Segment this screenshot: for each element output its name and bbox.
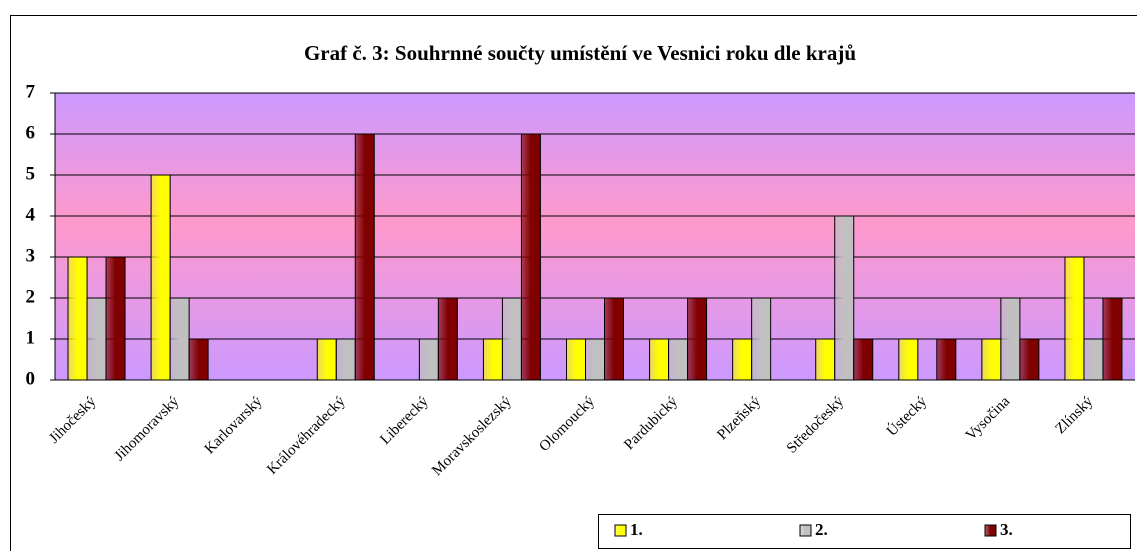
bar xyxy=(668,338,689,381)
bar xyxy=(687,297,708,381)
bar xyxy=(898,338,919,381)
chart-title: Graf č. 3: Souhrnné součty umístění ve V… xyxy=(304,41,856,65)
y-tick-label: 1 xyxy=(26,327,36,348)
legend-label: 3. xyxy=(1000,520,1013,539)
y-tick-label: 4 xyxy=(26,204,36,225)
legend-label: 2. xyxy=(815,520,828,539)
bar xyxy=(1064,256,1085,381)
y-tick-label: 2 xyxy=(26,286,36,307)
bar xyxy=(751,297,772,381)
legend-swatch xyxy=(984,524,997,537)
legend-swatch xyxy=(799,524,812,537)
y-tick-label: 0 xyxy=(26,368,36,389)
bar xyxy=(1000,297,1021,381)
bar xyxy=(732,338,753,381)
bar xyxy=(482,338,503,381)
bar xyxy=(316,338,337,381)
bar xyxy=(169,297,190,381)
bar xyxy=(649,338,670,381)
bar xyxy=(604,297,624,381)
bar xyxy=(1083,338,1104,381)
bar xyxy=(1102,297,1123,381)
y-tick-label: 7 xyxy=(26,81,36,102)
bar xyxy=(105,256,126,381)
bar xyxy=(188,338,209,381)
bar xyxy=(150,174,171,381)
y-tick-label: 6 xyxy=(26,122,36,143)
bar xyxy=(815,338,836,381)
legend-box xyxy=(598,514,1131,549)
bar xyxy=(86,297,107,381)
y-tick-label: 3 xyxy=(26,245,36,266)
bar xyxy=(335,338,356,381)
bar xyxy=(501,297,522,381)
plot-area xyxy=(55,93,1135,380)
bar xyxy=(936,338,957,381)
bar xyxy=(566,338,586,381)
bar xyxy=(437,297,458,381)
bar xyxy=(354,133,375,381)
y-tick-label: 5 xyxy=(26,163,36,184)
bar xyxy=(585,338,605,381)
legend-swatch xyxy=(614,524,627,537)
bar xyxy=(67,256,88,381)
bar xyxy=(981,338,1002,381)
bar xyxy=(1019,338,1040,381)
bar xyxy=(834,215,855,381)
bar xyxy=(853,338,874,381)
bar xyxy=(418,338,439,381)
bar xyxy=(520,133,541,381)
legend-label: 1. xyxy=(630,520,643,539)
